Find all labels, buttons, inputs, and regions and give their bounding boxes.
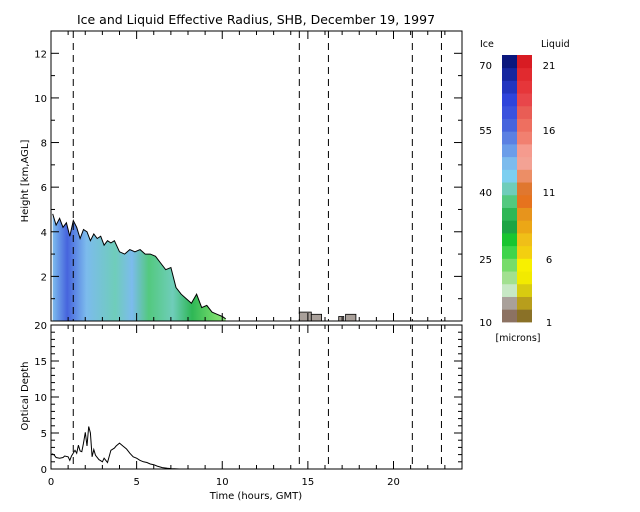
small-cloud-0 xyxy=(298,311,312,322)
colorbar-ice-cell xyxy=(502,296,517,310)
colorbar-ice-cell xyxy=(502,118,517,132)
colorbar-liquid-cell xyxy=(517,194,532,208)
bottom-y-tick-label: 5 xyxy=(41,429,47,440)
colorbar-liquid-tick-label: 21 xyxy=(543,61,556,72)
bottom-y-tick-label: 10 xyxy=(34,393,47,404)
x-tick-label: 15 xyxy=(302,477,315,488)
colorbar-liquid-cell xyxy=(517,233,532,247)
colorbar-ice-cell xyxy=(502,105,517,119)
colorbar-liquid-cell xyxy=(517,131,532,145)
top-y-axis-label: Height [km,AGL] xyxy=(20,140,31,223)
colorbar-ice-cell xyxy=(502,233,517,247)
top-y-tick-label: 8 xyxy=(41,139,47,150)
small-cloud-2 xyxy=(338,316,345,322)
chart-title: Ice and Liquid Effective Radius, SHB, De… xyxy=(77,12,435,27)
colorbar-liquid-cell xyxy=(517,144,532,158)
colorbar-liquid-tick-label: 6 xyxy=(546,255,552,266)
colorbar-ice-cell xyxy=(502,207,517,221)
colorbar-units-label: [microns] xyxy=(495,333,540,344)
small-cloud-1 xyxy=(310,313,322,322)
x-tick-label: 5 xyxy=(133,477,139,488)
colorbar-liquid-cell xyxy=(517,220,532,234)
colorbar-ice-cell xyxy=(502,67,517,81)
colorbar-liquid-cell xyxy=(517,93,532,107)
x-tick-label: 20 xyxy=(387,477,400,488)
colorbar-ice-cell xyxy=(502,144,517,158)
colorbar-liquid-cell xyxy=(517,296,532,310)
colorbar-ice-cell xyxy=(502,156,517,170)
colorbar-liquid-cell xyxy=(517,182,532,196)
bottom-plot: 0 5 10 15 20 0 5 10 15 20 xyxy=(34,321,463,488)
colorbar-ice-cell xyxy=(502,309,517,323)
colorbar-liquid-cell xyxy=(517,245,532,259)
bottom-y-tick-label: 15 xyxy=(34,357,47,368)
colorbar-ice-cell xyxy=(502,80,517,94)
colorbar-ice-tick-label: 40 xyxy=(479,188,492,199)
colorbar-ice-cell xyxy=(502,169,517,183)
top-y-tick-label: 2 xyxy=(41,272,47,283)
bottom-y-tick-label: 0 xyxy=(41,465,47,476)
colorbar-ice-cell xyxy=(502,55,517,69)
cloud-top-line xyxy=(52,213,226,320)
colorbar-liquid-tick-label: 1 xyxy=(546,318,552,329)
colorbar-liquid-cell xyxy=(517,169,532,183)
bottom-plot-frame xyxy=(50,324,463,470)
x-axis-label: Time (hours, GMT) xyxy=(209,491,303,502)
bottom-y-axis-label: Optical Depth xyxy=(20,362,31,431)
colorbar-ice-tick-label: 55 xyxy=(479,126,492,137)
colorbar-liquid-cell xyxy=(517,105,532,119)
colorbar-ice-tick-label: 25 xyxy=(479,255,492,266)
colorbar-liquid-tick-label: 11 xyxy=(543,188,556,199)
colorbar-ice-cell xyxy=(502,93,517,107)
colorbar-liquid-cell xyxy=(517,80,532,94)
top-y-tick-label: 6 xyxy=(41,183,47,194)
top-y-tick-label: 12 xyxy=(34,49,47,60)
colorbar-ice-tick-label: 10 xyxy=(479,318,492,329)
colorbar-liquid-cell xyxy=(517,258,532,272)
colorbar-liquid-cell xyxy=(517,156,532,170)
colorbar-ice-cell xyxy=(502,283,517,297)
colorbar-liquid-cell xyxy=(517,118,532,132)
x-tick-label: 0 xyxy=(48,477,54,488)
colorbar-liquid-cell xyxy=(517,309,532,323)
colorbar-ice-cell xyxy=(502,271,517,285)
colorbar-ice-cell xyxy=(502,245,517,259)
top-y-tick-label: 4 xyxy=(41,228,47,239)
optical-depth-line xyxy=(50,426,188,470)
colorbar-liquid-cell xyxy=(517,67,532,81)
colorbar-liquid-cell xyxy=(517,55,532,69)
colorbar-liquid-tick-label: 16 xyxy=(543,126,556,137)
x-tick-label: 10 xyxy=(216,477,229,488)
colorbar-ice-cell xyxy=(502,194,517,208)
colorbar-ice-cell xyxy=(502,182,517,196)
colorbar-liquid-cell xyxy=(517,283,532,297)
small-cloud-3 xyxy=(345,313,357,322)
top-y-tick-label: 10 xyxy=(34,94,47,105)
top-plot: 2 4 6 8 10 12 xyxy=(34,30,463,322)
colorbar-liquid-cell xyxy=(517,207,532,221)
colorbar-ice-header: Ice xyxy=(480,39,494,50)
colorbar-ice-cell xyxy=(502,131,517,145)
colorbar-ice-cell xyxy=(502,220,517,234)
colorbar-liquid-cell xyxy=(517,271,532,285)
bottom-y-tick-label: 20 xyxy=(34,321,47,332)
colorbar-ice-cell xyxy=(502,258,517,272)
colorbar-ice-tick-label: 70 xyxy=(479,61,492,72)
colorbar-liquid-header: Liquid xyxy=(541,39,570,50)
cloud-region xyxy=(52,213,226,321)
